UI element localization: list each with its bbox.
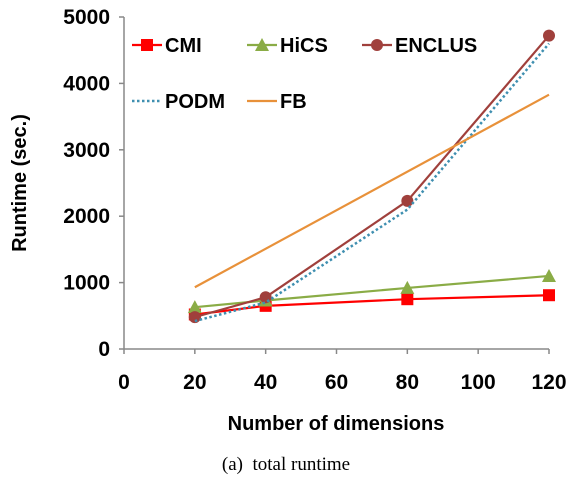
x-tick-label: 40 [254,371,277,394]
y-tick-label: 4000 [63,72,110,95]
legend-label-fb: FB [280,91,307,113]
data-point-hics [400,280,415,294]
data-point-enclus [259,291,272,304]
legend-marker-hics [255,38,269,51]
x-axis-title: Number of dimensions [228,413,445,435]
series-line-hics [194,274,550,309]
y-ticks: 0 1000 2000 3000 4000 5000 [63,6,124,361]
data-point-cmi [401,293,414,306]
plot-area [187,29,556,324]
legend-marker-enclus [371,39,383,51]
legend-marker-cmi [141,39,153,51]
x-tick-label: 100 [461,371,496,394]
x-tick-label: 120 [531,371,566,394]
x-ticks: 0 20 40 60 80 100 120 [118,349,567,394]
legend: CMI HiCS ENCLUS PODM FB [132,35,477,113]
axes [123,17,549,350]
x-tick-label: 60 [325,371,348,394]
x-tick-label: 80 [396,371,419,394]
series-line-fb [194,93,550,289]
data-point-cmi [543,289,555,302]
series-line-cmi [194,294,550,316]
y-axis-title: Runtime (sec.) [9,114,31,252]
data-point-enclus [188,311,201,324]
data-point-enclus [543,29,555,42]
x-tick-label: 20 [183,371,206,394]
data-point-enclus [401,194,414,207]
series-line-enclus [194,34,550,319]
x-tick-label: 0 [118,371,130,394]
legend-label-hics: HiCS [280,35,328,57]
y-tick-label: 3000 [63,139,110,162]
y-tick-label: 0 [98,338,110,361]
legend-label-podm: PODM [165,91,225,113]
y-tick-label: 5000 [63,6,110,29]
series-line-podm [194,42,550,323]
y-tick-label: 2000 [63,205,110,228]
legend-label-cmi: CMI [165,35,202,57]
figure-caption: (a) total runtime [222,454,350,475]
y-tick-label: 1000 [63,272,110,295]
legend-label-enclus: ENCLUS [395,35,477,57]
data-point-hics [187,300,202,314]
data-point-hics [542,268,556,282]
